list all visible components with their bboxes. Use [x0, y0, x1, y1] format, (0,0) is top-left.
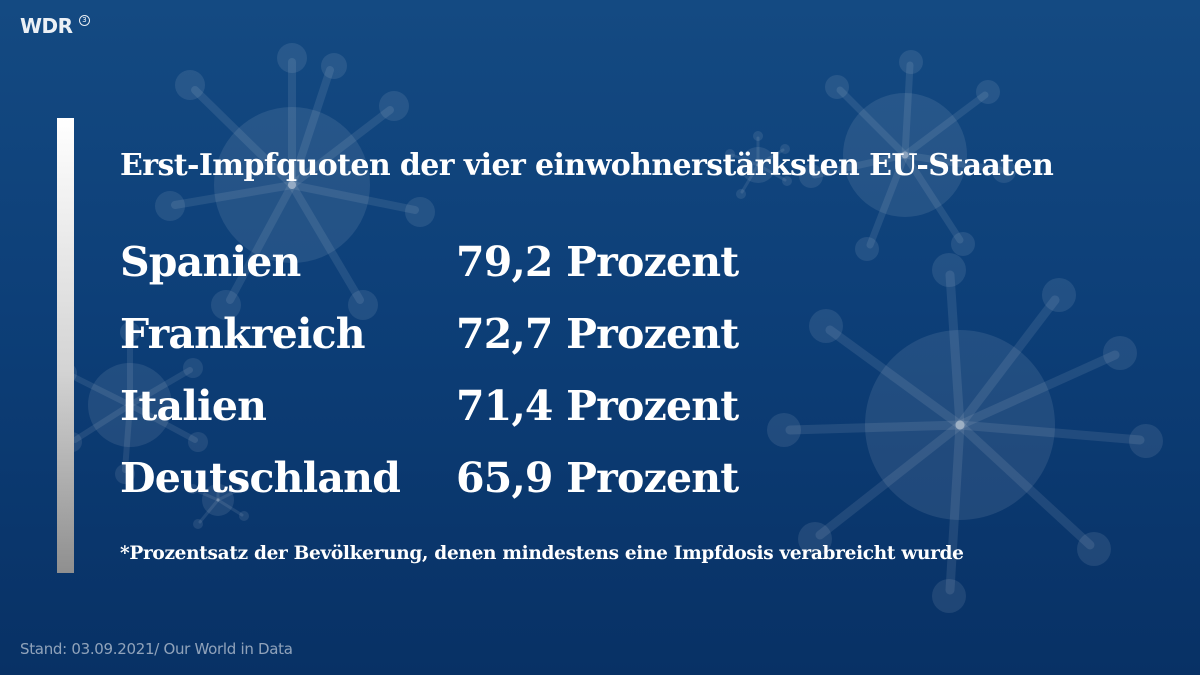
coronavirus-icon — [188, 468, 249, 529]
rate-value: 72,7 Prozent — [456, 310, 739, 358]
rate-value: 65,9 Prozent — [456, 454, 739, 502]
rate-value: 79,2 Prozent — [456, 238, 739, 286]
wdr-logo: WDR — [20, 14, 73, 38]
accent-bar — [57, 118, 74, 573]
country-label: Italien — [120, 382, 267, 430]
source-note: Stand: 03.09.2021/ Our World in Data — [20, 640, 293, 658]
country-label: Deutschland — [120, 454, 401, 502]
footnote: *Prozentsatz der Bevölkerung, denen mind… — [120, 543, 964, 564]
country-label: Spanien — [120, 238, 301, 286]
coronavirus-icon — [155, 43, 435, 320]
list-item: Frankreich 72,7 Prozent — [120, 298, 820, 370]
coronavirus-icon — [767, 253, 1163, 613]
country-label: Frankreich — [120, 310, 366, 358]
rate-value: 71,4 Prozent — [456, 382, 739, 430]
list-item: Spanien 79,2 Prozent — [120, 226, 820, 298]
list-item: Deutschland 65,9 Prozent — [120, 442, 820, 514]
graphic-title: Erst-Impfquoten der vier einwohnerstärks… — [120, 148, 1054, 183]
list-item: Italien 71,4 Prozent — [120, 370, 820, 442]
coronavirus-icon — [725, 131, 792, 199]
wdr-logo-mark-icon: 3 — [79, 15, 90, 26]
vaccination-rates-list: Spanien 79,2 Prozent Frankreich 72,7 Pro… — [120, 226, 820, 514]
coronavirus-icon — [799, 50, 1016, 261]
